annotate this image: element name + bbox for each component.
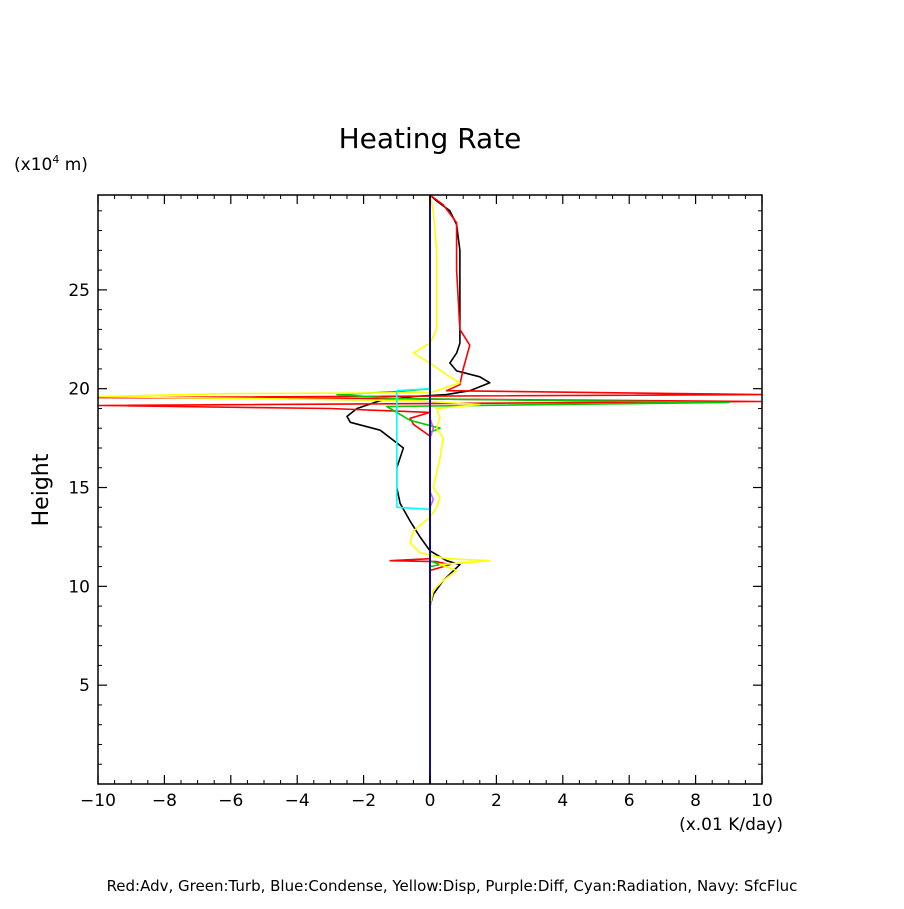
y-unit-suffix: m) <box>59 155 88 175</box>
x-tick-label: 2 <box>491 791 502 811</box>
y-unit-label: (x104 m) <box>14 153 88 175</box>
plot-frame <box>97 194 763 785</box>
x-tick-label: −10 <box>80 791 116 811</box>
y-axis-label: Height <box>29 453 54 526</box>
y-tick-label: 25 <box>68 281 90 301</box>
y-unit-prefix: (x10 <box>14 155 52 175</box>
y-tick-label: 15 <box>68 479 90 499</box>
x-tick-label: 6 <box>624 791 635 811</box>
y-tick-label: 5 <box>79 676 90 696</box>
legend-text: Red:Adv, Green:Turb, Blue:Condense, Yell… <box>107 877 798 895</box>
x-tick-label: 0 <box>425 791 436 811</box>
x-tick-label: −2 <box>351 791 376 811</box>
x-tick-label: −6 <box>218 791 243 811</box>
x-tick-label: 8 <box>690 791 701 811</box>
series-line-5 <box>395 387 431 511</box>
series-line-0 <box>346 194 491 784</box>
chart-title: Heating Rate <box>339 122 522 155</box>
series-line-2 <box>336 195 730 784</box>
x-tick-label: 10 <box>751 791 773 811</box>
ticks-layer: −10 −8 −6 −4 −2 0 2 4 6 8 10 5 10 15 20 25 <box>68 195 773 811</box>
series-layer <box>97 194 763 784</box>
x-tick-label: −8 <box>152 791 177 811</box>
series-line-3 <box>97 194 491 784</box>
y-tick-label: 10 <box>68 577 90 597</box>
x-unit-label: (x.01 K/day) <box>679 815 783 835</box>
y-unit-exponent: 4 <box>52 153 59 166</box>
x-tick-label: −4 <box>285 791 310 811</box>
y-tick-label: 20 <box>68 380 90 400</box>
x-tick-label: 4 <box>557 791 568 811</box>
